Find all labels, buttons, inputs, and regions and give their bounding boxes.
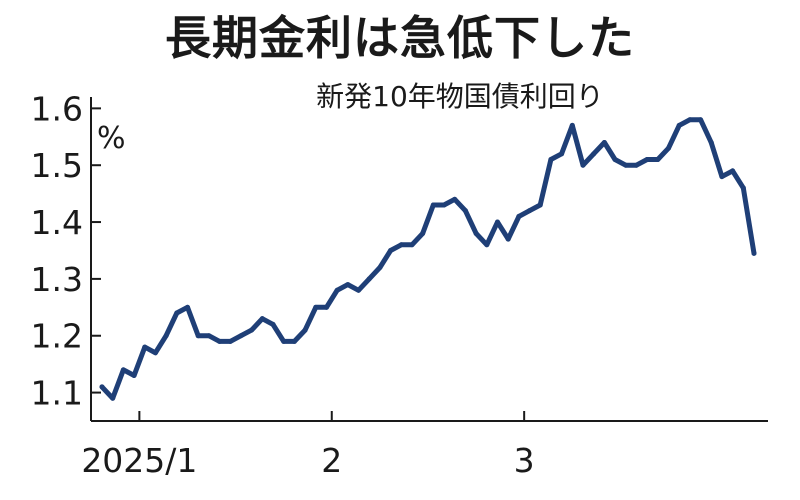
x-ticks: 2025/1 2 3 <box>81 411 535 480</box>
data-point <box>174 310 180 316</box>
data-point <box>719 174 725 180</box>
data-point <box>527 208 533 214</box>
data-point <box>462 208 468 214</box>
data-point <box>591 151 597 157</box>
y-tick-label: 1.2 <box>31 317 83 356</box>
data-point <box>569 122 575 128</box>
y-ticks: 1.1 1.2 1.3 1.4 1.5 1.6 <box>31 89 101 413</box>
data-point <box>708 139 714 145</box>
data-point <box>751 250 757 256</box>
y-unit-label: % <box>97 121 126 156</box>
x-tick-label: 2 <box>321 441 342 480</box>
data-point <box>152 350 158 356</box>
data-point <box>281 338 287 344</box>
chart-subtitle: 新発10年物国債利回り <box>316 80 604 113</box>
data-point <box>612 157 618 163</box>
data-point <box>484 242 490 248</box>
data-point <box>120 367 126 373</box>
data-point <box>537 202 543 208</box>
y-tick-label: 1.3 <box>31 260 83 299</box>
series-line <box>99 117 757 401</box>
data-point <box>420 230 426 236</box>
data-point <box>302 327 308 333</box>
data-point <box>687 117 693 123</box>
data-point <box>559 151 565 157</box>
data-point <box>345 282 351 288</box>
data-point <box>698 117 704 123</box>
y-tick-label: 1.4 <box>31 203 83 242</box>
data-point <box>548 157 554 163</box>
data-point <box>740 185 746 191</box>
data-point <box>291 338 297 344</box>
axes <box>90 97 768 422</box>
data-point <box>259 316 265 322</box>
data-point <box>366 276 372 282</box>
data-point <box>163 333 169 339</box>
data-point <box>452 196 458 202</box>
chart-title: 長期金利は急低下した <box>165 11 635 65</box>
data-point <box>409 242 415 248</box>
data-point <box>644 157 650 163</box>
y-tick-label: 1.1 <box>31 374 83 413</box>
data-point <box>623 162 629 168</box>
data-point <box>356 287 362 293</box>
data-point <box>441 202 447 208</box>
data-point <box>633 162 639 168</box>
data-point <box>377 265 383 271</box>
y-tick-label: 1.5 <box>31 146 83 185</box>
data-point <box>249 327 255 333</box>
data-point <box>398 242 404 248</box>
data-point <box>473 230 479 236</box>
data-point <box>131 373 137 379</box>
data-point <box>142 344 148 350</box>
data-point <box>655 157 661 163</box>
data-point <box>580 162 586 168</box>
data-point <box>99 384 105 390</box>
data-point <box>270 321 276 327</box>
x-tick-label: 2025/1 <box>81 441 197 480</box>
data-point <box>217 338 223 344</box>
series <box>99 117 757 401</box>
data-point <box>676 122 682 128</box>
y-tick-label: 1.6 <box>31 89 83 128</box>
data-point <box>430 202 436 208</box>
data-point <box>730 168 736 174</box>
data-point <box>110 395 116 401</box>
data-point <box>494 219 500 225</box>
data-point <box>185 304 191 310</box>
x-tick-label: 3 <box>514 441 535 480</box>
data-point <box>665 145 671 151</box>
data-point <box>238 333 244 339</box>
data-point <box>601 139 607 145</box>
data-point <box>505 236 511 242</box>
data-point <box>334 287 340 293</box>
data-point <box>206 333 212 339</box>
data-point <box>227 338 233 344</box>
data-point <box>195 333 201 339</box>
data-point <box>388 247 394 253</box>
data-point <box>313 304 319 310</box>
data-point <box>516 213 522 219</box>
data-point <box>323 304 329 310</box>
